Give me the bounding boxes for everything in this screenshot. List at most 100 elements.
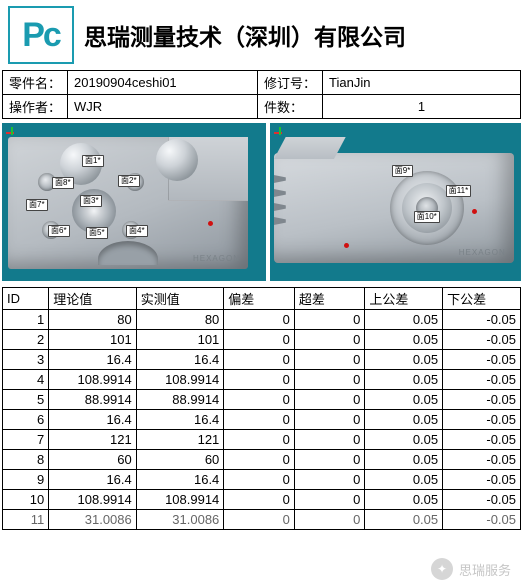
part-name-value: 20190904ceshi01 <box>68 71 258 95</box>
cell-value: 0.05 <box>365 330 443 350</box>
cell-value: 108.9914 <box>136 370 224 390</box>
cell-id: 3 <box>3 350 49 370</box>
feature-tag[interactable]: 面7* <box>26 199 48 211</box>
cell-value: 0.05 <box>365 310 443 330</box>
cell-value: -0.05 <box>443 390 521 410</box>
table-row[interactable]: 616.416.4000.05-0.05 <box>3 410 521 430</box>
company-title: 思瑞测量技术（深圳）有限公司 <box>84 18 406 52</box>
cell-value: 0 <box>294 490 365 510</box>
cell-value: 0 <box>224 510 295 530</box>
cell-value: 16.4 <box>136 470 224 490</box>
cell-value: 121 <box>49 430 137 450</box>
cell-value: 60 <box>49 450 137 470</box>
feature-tag[interactable]: 面11* <box>446 185 471 197</box>
feature-tag[interactable]: 面6* <box>48 225 70 237</box>
cell-id: 8 <box>3 450 49 470</box>
cell-value: 0 <box>294 510 365 530</box>
feature-tag[interactable]: 面10* <box>414 211 440 223</box>
cell-value: 108.9914 <box>49 490 137 510</box>
cell-value: 60 <box>136 450 224 470</box>
cad-model-right: 面9* 面11* 面10* HEXAGON <box>274 153 514 263</box>
cell-value: 101 <box>136 330 224 350</box>
cell-value: 16.4 <box>49 410 137 430</box>
cell-value: 0 <box>294 310 365 330</box>
viewport-left[interactable]: 面1* 面8* 面2* 面7* 面3* 面6* 面5* 面4* HEXAGON <box>2 123 266 281</box>
cell-value: -0.05 <box>443 330 521 350</box>
feature-tag[interactable]: 面3* <box>80 195 102 207</box>
cell-id: 5 <box>3 390 49 410</box>
cell-id: 10 <box>3 490 49 510</box>
cell-value: 80 <box>49 310 137 330</box>
table-row[interactable]: 86060000.05-0.05 <box>3 450 521 470</box>
feature-tag[interactable]: 面4* <box>126 225 148 237</box>
cell-value: 16.4 <box>49 470 137 490</box>
cad-model-left: 面1* 面8* 面2* 面7* 面3* 面6* 面5* 面4* HEXAGON <box>2 123 266 281</box>
cell-value: 0.05 <box>365 410 443 430</box>
brand-watermark: HEXAGON <box>459 248 506 257</box>
cell-value: 0 <box>224 410 295 430</box>
table-row[interactable]: 18080000.05-0.05 <box>3 310 521 330</box>
cell-value: 0.05 <box>365 470 443 490</box>
cell-value: -0.05 <box>443 430 521 450</box>
column-header: 下公差 <box>443 288 521 310</box>
cell-value: 0 <box>294 410 365 430</box>
page-watermark: ✦ 思瑞服务 <box>431 558 511 580</box>
feature-tag[interactable]: 面5* <box>86 227 108 239</box>
cell-value: 0 <box>224 450 295 470</box>
cell-value: 0.05 <box>365 430 443 450</box>
probe-point-icon <box>208 221 213 226</box>
cell-value: -0.05 <box>443 510 521 530</box>
cell-value: 0 <box>224 490 295 510</box>
logo-icon: Pc <box>8 6 74 64</box>
viewports-row: 面1* 面8* 面2* 面7* 面3* 面6* 面5* 面4* HEXAGON … <box>0 123 523 281</box>
cell-value: 16.4 <box>136 350 224 370</box>
table-row[interactable]: 7121121000.05-0.05 <box>3 430 521 450</box>
probe-point-icon <box>472 209 477 214</box>
cell-id: 1 <box>3 310 49 330</box>
cell-value: 0 <box>224 370 295 390</box>
column-header: 超差 <box>294 288 365 310</box>
cell-value: 0 <box>224 350 295 370</box>
cell-value: 0.05 <box>365 490 443 510</box>
table-row[interactable]: 1131.008631.0086000.05-0.05 <box>3 510 521 530</box>
count-label: 件数： <box>258 95 323 119</box>
cell-value: -0.05 <box>443 310 521 330</box>
feature-tag[interactable]: 面9* <box>392 165 414 177</box>
column-header: 实测值 <box>136 288 224 310</box>
feature-tag[interactable]: 面2* <box>118 175 140 187</box>
cell-value: 31.0086 <box>49 510 137 530</box>
cell-value: 0 <box>294 370 365 390</box>
cell-value: 108.9914 <box>136 490 224 510</box>
table-row[interactable]: 316.416.4000.05-0.05 <box>3 350 521 370</box>
table-row[interactable]: 916.416.4000.05-0.05 <box>3 470 521 490</box>
cell-value: -0.05 <box>443 450 521 470</box>
report-header: Pc 思瑞测量技术（深圳）有限公司 <box>0 0 523 70</box>
cell-id: 4 <box>3 370 49 390</box>
viewport-right[interactable]: 面9* 面11* 面10* HEXAGON <box>270 123 521 281</box>
cell-value: -0.05 <box>443 410 521 430</box>
brand-watermark: HEXAGON <box>193 254 240 263</box>
cell-value: 0.05 <box>365 370 443 390</box>
cell-value: 0 <box>294 470 365 490</box>
cell-value: 121 <box>136 430 224 450</box>
cell-value: 0 <box>224 390 295 410</box>
table-row[interactable]: 10108.9914108.9914000.05-0.05 <box>3 490 521 510</box>
feature-tag[interactable]: 面1* <box>82 155 104 167</box>
count-value: 1 <box>323 95 521 119</box>
feature-tag[interactable]: 面8* <box>52 177 74 189</box>
cell-value: -0.05 <box>443 470 521 490</box>
axis-gizmo-icon <box>274 127 286 139</box>
table-row[interactable]: 4108.9914108.9914000.05-0.05 <box>3 370 521 390</box>
cell-value: 0.05 <box>365 510 443 530</box>
cell-value: 0.05 <box>365 390 443 410</box>
meta-table: 零件名： 20190904ceshi01 修订号： TianJin 操作者： W… <box>2 70 521 119</box>
cell-value: 0 <box>294 450 365 470</box>
table-row[interactable]: 588.991488.9914000.05-0.05 <box>3 390 521 410</box>
cell-value: 31.0086 <box>136 510 224 530</box>
cell-value: -0.05 <box>443 490 521 510</box>
table-row[interactable]: 2101101000.05-0.05 <box>3 330 521 350</box>
cell-value: 0 <box>294 350 365 370</box>
cell-id: 9 <box>3 470 49 490</box>
cell-value: 108.9914 <box>49 370 137 390</box>
cell-value: -0.05 <box>443 350 521 370</box>
